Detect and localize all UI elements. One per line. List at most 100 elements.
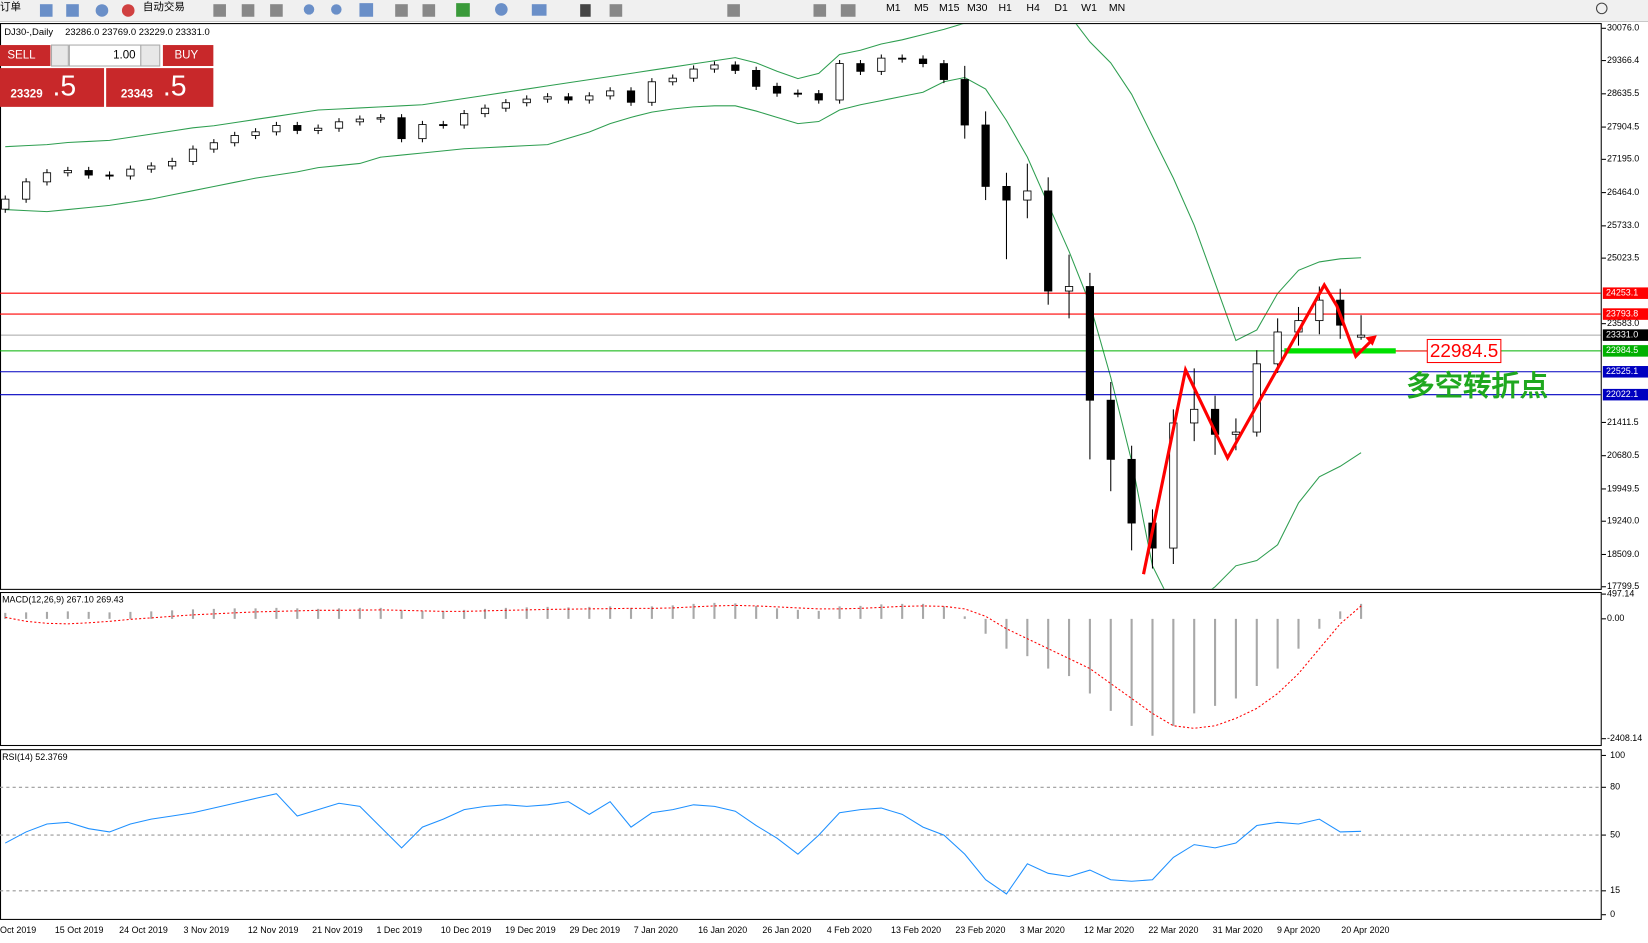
price-box (1426, 338, 1502, 364)
x-tick-label: 26 Jan 2020 (762, 925, 811, 935)
price-plot (0, 24, 1601, 589)
level-label-bg (1602, 345, 1648, 357)
candle-body (397, 117, 406, 140)
ohlc-header: 23286.0 23769.0 23229.0 23331.0 (65, 27, 210, 38)
buy-price-tail[interactable]: .5 (163, 71, 187, 103)
level-label-bg (1602, 388, 1648, 401)
icon[interactable] (609, 4, 623, 17)
timeframes: M1 M5 M15 M30 H1 H4 D1 W1 MN (886, 3, 1125, 14)
icon[interactable] (580, 4, 591, 17)
timeframe-button[interactable]: M30 (967, 3, 988, 14)
toolbar-auto-trade[interactable]: 自动交易 (143, 0, 185, 13)
x-tick-label: 3 Nov 2019 (184, 925, 230, 935)
icon[interactable] (395, 4, 408, 17)
candle-body (501, 102, 510, 109)
icon[interactable] (331, 4, 342, 15)
lot-up[interactable] (140, 44, 161, 67)
buy-price[interactable]: 23343 (121, 88, 153, 100)
level-label: 24253.1 (1606, 288, 1638, 298)
icon[interactable] (456, 3, 470, 17)
icon[interactable] (813, 4, 827, 17)
icon[interactable] (303, 4, 315, 15)
candle-body (835, 63, 844, 101)
x-tick-label: 10 Dec 2019 (441, 925, 492, 935)
sell-label[interactable]: SELL (7, 50, 36, 62)
macd-signal (5, 604, 1362, 729)
zigzag-line (1141, 281, 1375, 575)
candle-body (355, 118, 364, 123)
level-label-bg (1602, 308, 1648, 320)
level-label: 22525.1 (1606, 366, 1638, 376)
icon[interactable] (840, 4, 856, 17)
candle-body (168, 160, 177, 167)
sell-button[interactable] (0, 45, 51, 67)
icon[interactable] (39, 4, 53, 17)
y-tick-label: 21411.5 (1607, 417, 1639, 427)
candle-body (376, 117, 385, 120)
candle-body (1085, 286, 1095, 401)
sell-price[interactable]: 23329 (11, 88, 43, 100)
rsi-tick-label: 80 (1610, 782, 1620, 792)
candle-body (460, 113, 469, 126)
x-tick-label: 13 Feb 2020 (891, 925, 941, 935)
buy-price-box[interactable] (106, 68, 214, 107)
candle-body (981, 124, 990, 187)
x-tick-label: 31 Mar 2020 (1213, 925, 1263, 935)
search-icon[interactable] (1595, 2, 1608, 15)
lot-value[interactable]: 1.00 (113, 50, 135, 62)
icon[interactable] (727, 4, 740, 17)
icon[interactable] (121, 4, 135, 17)
rsi-label: RSI(14) 52.3769 (2, 752, 68, 762)
macd-tick-label: 0.00 (1607, 613, 1624, 623)
timeframe-button[interactable]: H4 (1026, 3, 1040, 14)
chart-title: DJ30-,Daily (4, 27, 53, 38)
icon[interactable] (270, 4, 283, 17)
x-tick-label: 23 Feb 2020 (955, 925, 1005, 935)
timeframe-button[interactable]: D1 (1054, 3, 1068, 14)
icon[interactable] (359, 3, 374, 17)
candle-body (877, 57, 886, 72)
candle-body (105, 174, 114, 177)
icon[interactable] (531, 4, 547, 16)
icon[interactable] (495, 3, 508, 16)
candle-body (209, 142, 218, 150)
timeframe-button[interactable]: H1 (998, 3, 1012, 14)
timeframe-button[interactable]: M1 (886, 3, 901, 14)
x-tick-label: 7 Jan 2020 (634, 925, 678, 935)
x-tick-label: 4 Feb 2020 (827, 925, 872, 935)
sell-price-tail[interactable]: .5 (53, 71, 77, 103)
buy-label[interactable]: BUY (174, 50, 198, 62)
icon[interactable] (66, 4, 79, 17)
icon[interactable] (241, 4, 255, 17)
icon[interactable] (95, 4, 109, 17)
candle-body (668, 77, 677, 83)
y-tick-label: 17799.5 (1607, 581, 1639, 591)
buy-button[interactable] (162, 45, 214, 67)
candle-body (1064, 286, 1074, 292)
level-label: 22984.5 (1606, 345, 1638, 355)
timeframe-button[interactable]: W1 (1081, 3, 1097, 14)
toolbar-order[interactable]: 订单 (0, 1, 21, 13)
lot-down[interactable] (50, 44, 69, 67)
price-box-text: 22984.5 (1430, 341, 1498, 362)
candle-body (626, 90, 636, 103)
rsi-plot (0, 786, 1601, 895)
candle-body (314, 127, 323, 131)
y-tick-label: 18509.0 (1607, 549, 1639, 559)
candle-body (1106, 399, 1115, 460)
candle-body (564, 96, 573, 101)
timeframe-button[interactable]: MN (1109, 3, 1125, 14)
candle-body (918, 58, 928, 65)
macd-plot (4, 602, 1363, 736)
timeframe-button[interactable]: M15 (939, 3, 960, 14)
icon[interactable] (422, 4, 436, 17)
timeframe-button[interactable]: M5 (914, 3, 929, 14)
x-tick-label: 9 Apr 2020 (1277, 925, 1320, 935)
candle-body (543, 96, 552, 100)
icon[interactable] (213, 4, 226, 17)
x-tick-label: 22 Mar 2020 (1148, 925, 1198, 935)
sell-price-box[interactable] (0, 68, 105, 107)
rsi-tick-label: 0 (1610, 909, 1615, 919)
